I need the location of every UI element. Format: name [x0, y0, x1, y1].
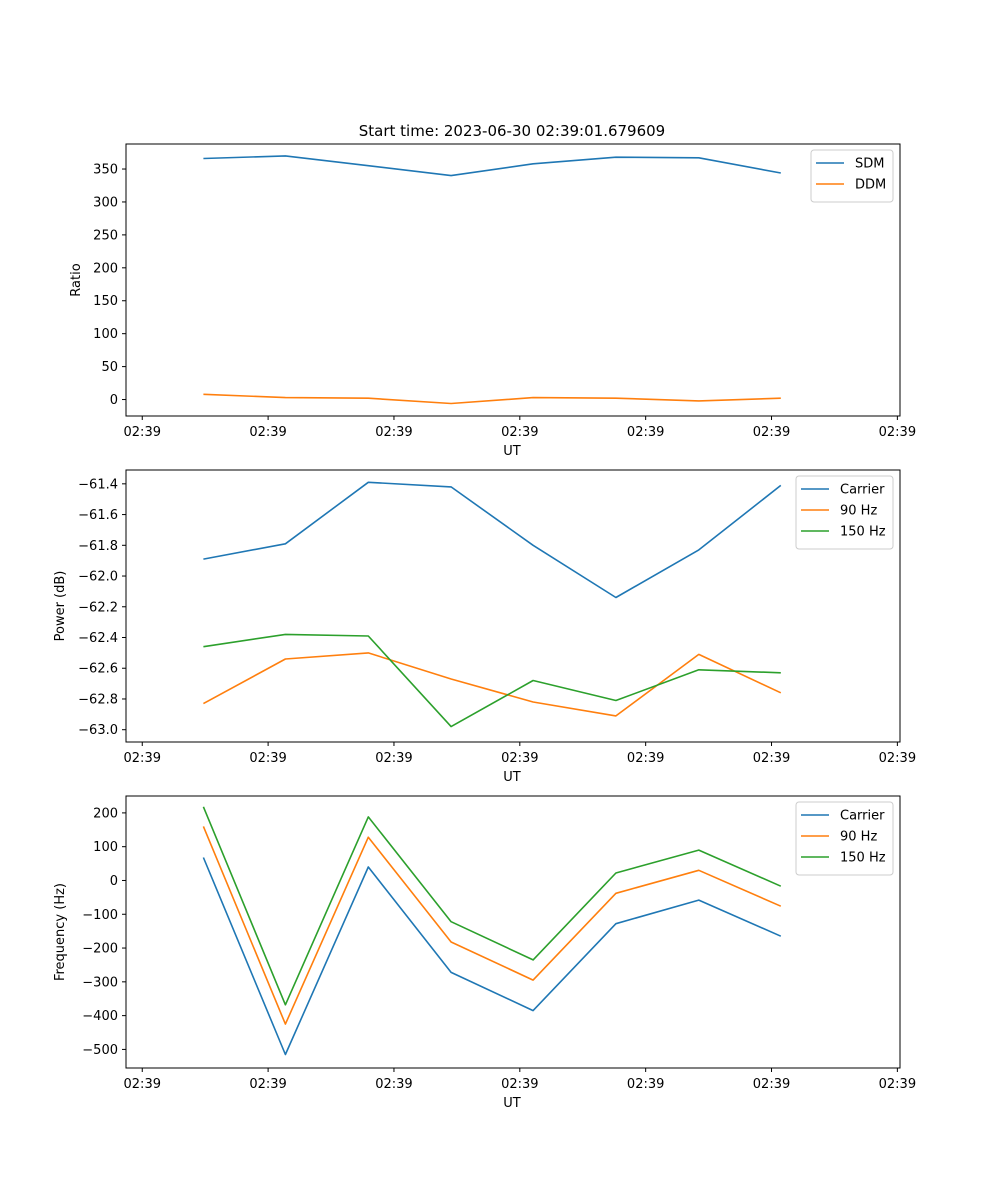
chart-2-y-tick-label: −62.0	[78, 570, 118, 585]
chart-2-x-axis-label: UT	[503, 770, 521, 785]
chart-3-y-tick-label: −500	[82, 1043, 118, 1058]
chart-1-legend: SDM DDM	[810, 149, 894, 203]
chart-3-x-tick-label: 02:39	[124, 1077, 161, 1092]
chart-3-y-tick-label: −400	[82, 1009, 118, 1024]
chart-3-legend-label-carrier: Carrier	[840, 809, 885, 824]
chart-1-y-tick-label: 250	[93, 228, 118, 243]
chart-2-x-tick-label: 02:39	[375, 751, 412, 766]
chart-3-series-90-hz-line	[202, 826, 782, 1025]
chart-3-y-tick-label: 200	[93, 806, 118, 821]
chart-3-x-tick-label: 02:39	[753, 1077, 790, 1092]
chart-3-y-tick-label: 100	[93, 840, 118, 855]
chart-3-series-carrier-line	[202, 857, 782, 1056]
chart-3-x-axis-label: UT	[503, 1096, 521, 1111]
chart-3-series-150-hz-line	[202, 806, 782, 1006]
chart-1-x-tick-label: 02:39	[879, 425, 916, 440]
chart-3-y-tick-label: −200	[82, 942, 118, 957]
chart-1-axes-frame	[125, 143, 901, 417]
figure-title: Start time: 2023-06-30 02:39:01.679609	[359, 122, 665, 140]
chart-3-legend: Carrier 90 Hz 150 Hz	[795, 801, 894, 876]
chart-1-x-tick-label: 02:39	[249, 425, 286, 440]
chart-1-x-axis-label: UT	[503, 444, 521, 459]
chart-3-x-tick-label: 02:39	[627, 1077, 664, 1092]
chart-1-y-tick-label: 50	[101, 360, 118, 375]
chart-3-x-tick-label: 02:39	[501, 1077, 538, 1092]
chart-1-y-tick-label: 200	[93, 261, 118, 276]
chart-2-legend-label-150-hz: 150 Hz	[840, 525, 886, 540]
chart-2-y-tick-label: −62.6	[78, 662, 118, 677]
chart-2-series-150-hz-line	[203, 633, 781, 728]
chart-2-x-tick-label: 02:39	[627, 751, 664, 766]
chart-3-x-tick-label: 02:39	[879, 1077, 916, 1092]
chart-1-x-tick-label: 02:39	[501, 425, 538, 440]
chart-2-y-tick-label: −61.4	[78, 477, 118, 492]
chart-2-x-tick-label: 02:39	[249, 751, 286, 766]
chart-3-y-axis-label: Frequency (Hz)	[53, 883, 68, 981]
chart-2-y-tick-label: −61.8	[78, 539, 118, 554]
chart-1-legend-label-sdm: SDM	[855, 157, 884, 172]
chart-1-x-tick-label: 02:39	[124, 425, 161, 440]
chart-3-axes-frame	[125, 795, 901, 1069]
chart-2-y-tick-label: −63.0	[78, 723, 118, 738]
chart-3-y-tick-label: −300	[82, 975, 118, 990]
chart-2-x-tick-label: 02:39	[879, 751, 916, 766]
chart-1-y-tick-label: 300	[93, 195, 118, 210]
chart-1-y-tick-label: 100	[93, 327, 118, 342]
chart-2-y-tick-label: −62.8	[78, 692, 118, 707]
chart-3-x-tick-label: 02:39	[249, 1077, 286, 1092]
chart-2-y-tick-label: −61.6	[78, 508, 118, 523]
chart-1-y-tick-label: 150	[93, 294, 118, 309]
chart-2-x-tick-label: 02:39	[501, 751, 538, 766]
chart-3-x-tick-label: 02:39	[375, 1077, 412, 1092]
chart-1-x-tick-label: 02:39	[627, 425, 664, 440]
chart-2-legend: Carrier 90 Hz 150 Hz	[795, 475, 894, 550]
chart-1-y-tick-label: 350	[93, 163, 118, 178]
chart-1-legend-label-ddm: DDM	[855, 178, 886, 193]
chart-1-x-tick-label: 02:39	[753, 425, 790, 440]
chart-2-legend-label-90-hz: 90 Hz	[840, 504, 877, 519]
chart-1-series-sdm-line	[203, 155, 781, 177]
chart-2-y-tick-label: −62.4	[78, 631, 118, 646]
chart-1-series-ddm-line	[203, 393, 781, 405]
ratio-panel: 0 50 100 150 200 250 300 350 02:39 02:39 02:39 02:3…	[69, 143, 916, 459]
chart-2-x-tick-label: 02:39	[753, 751, 790, 766]
chart-2-series-90-hz-line	[203, 652, 782, 717]
power-panel: −63.0 −62.8 −62.6 −62.4 −62.2 −62.0 −61.8 −61.6…	[53, 469, 916, 785]
chart-2-legend-label-carrier: Carrier	[840, 483, 885, 498]
frequency-panel: −500 −400 −300 −200 −100 0 100 200 02:39 02:39 02:…	[53, 795, 916, 1111]
chart-2-y-tick-label: −62.2	[78, 600, 118, 615]
chart-3-y-tick-label: −100	[82, 908, 118, 923]
chart-3-legend-label-150-hz: 150 Hz	[840, 851, 886, 866]
chart-2-series-carrier-line	[203, 481, 782, 599]
chart-2-y-axis-label: Power (dB)	[53, 571, 68, 642]
chart-1-y-axis-label: Ratio	[69, 263, 84, 296]
chart-1-y-tick-label: 0	[110, 393, 118, 408]
chart-1-x-tick-label: 02:39	[375, 425, 412, 440]
chart-3-y-tick-label: 0	[110, 874, 118, 889]
chart-3-legend-label-90-hz: 90 Hz	[840, 830, 877, 845]
chart-2-axes-frame	[125, 469, 901, 743]
chart-2-x-tick-label: 02:39	[124, 751, 161, 766]
